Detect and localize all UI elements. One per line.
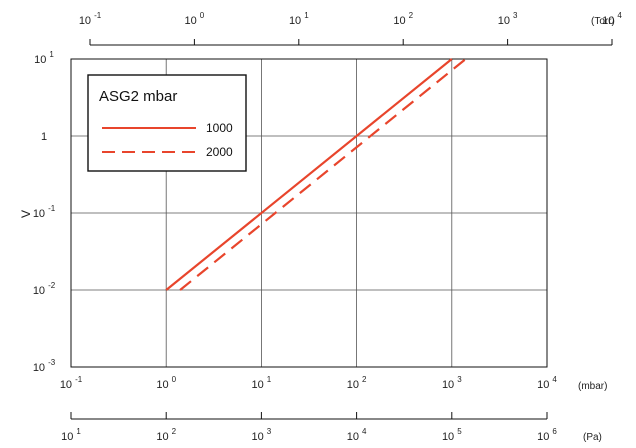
top-tick-label: 10 -1 (79, 11, 102, 27)
bottom-tick-label: 10 2 (156, 427, 176, 443)
x-tick-label: 10 3 (442, 375, 462, 391)
series-line-2000 (179, 58, 467, 291)
legend-title: ASG2 mbar (99, 88, 177, 105)
bottom-tick-label: 10 6 (537, 427, 557, 443)
plot-frame (70, 58, 548, 368)
bottom-axis-unit: (Pa) (583, 432, 602, 443)
legend-label-1000: 1000 (206, 121, 233, 135)
y-tick-label: 10 -2 (33, 281, 56, 297)
legend: ASG2 mbar 1000 2000 (87, 74, 247, 172)
bottom-tick-label: 10 1 (61, 427, 81, 443)
y-tick-label: 1 (41, 131, 47, 143)
x-axis-unit: (mbar) (578, 381, 607, 392)
x-tick-label: 10 2 (347, 375, 367, 391)
y-tick-label: 10 1 (34, 50, 54, 66)
x-tick-label: 10 1 (252, 375, 272, 391)
series-line-1000 (165, 58, 453, 291)
top-tick-label: 10 0 (185, 11, 205, 27)
bottom-tick-label: 10 4 (347, 427, 367, 443)
x-tick-label: 10 4 (537, 375, 557, 391)
bottom-tick-label: 10 3 (252, 427, 272, 443)
y-tick-label: 10 -1 (33, 204, 56, 220)
legend-label-2000: 2000 (206, 145, 233, 159)
y-axis-label: V (19, 210, 33, 218)
bottom-tick-label: 10 5 (442, 427, 462, 443)
y-tick-label: 10 -3 (33, 358, 56, 374)
series-layer (165, 58, 467, 291)
legend-box (87, 74, 247, 172)
x-tick-label: 10 0 (156, 375, 176, 391)
x-tick-label: 10 -1 (60, 375, 83, 391)
top-axis-unit: (Torr) (591, 16, 615, 27)
top-tick-label: 10 3 (498, 11, 518, 27)
top-tick-label: 10 2 (393, 11, 413, 27)
top-tick-label: 10 1 (289, 11, 309, 27)
